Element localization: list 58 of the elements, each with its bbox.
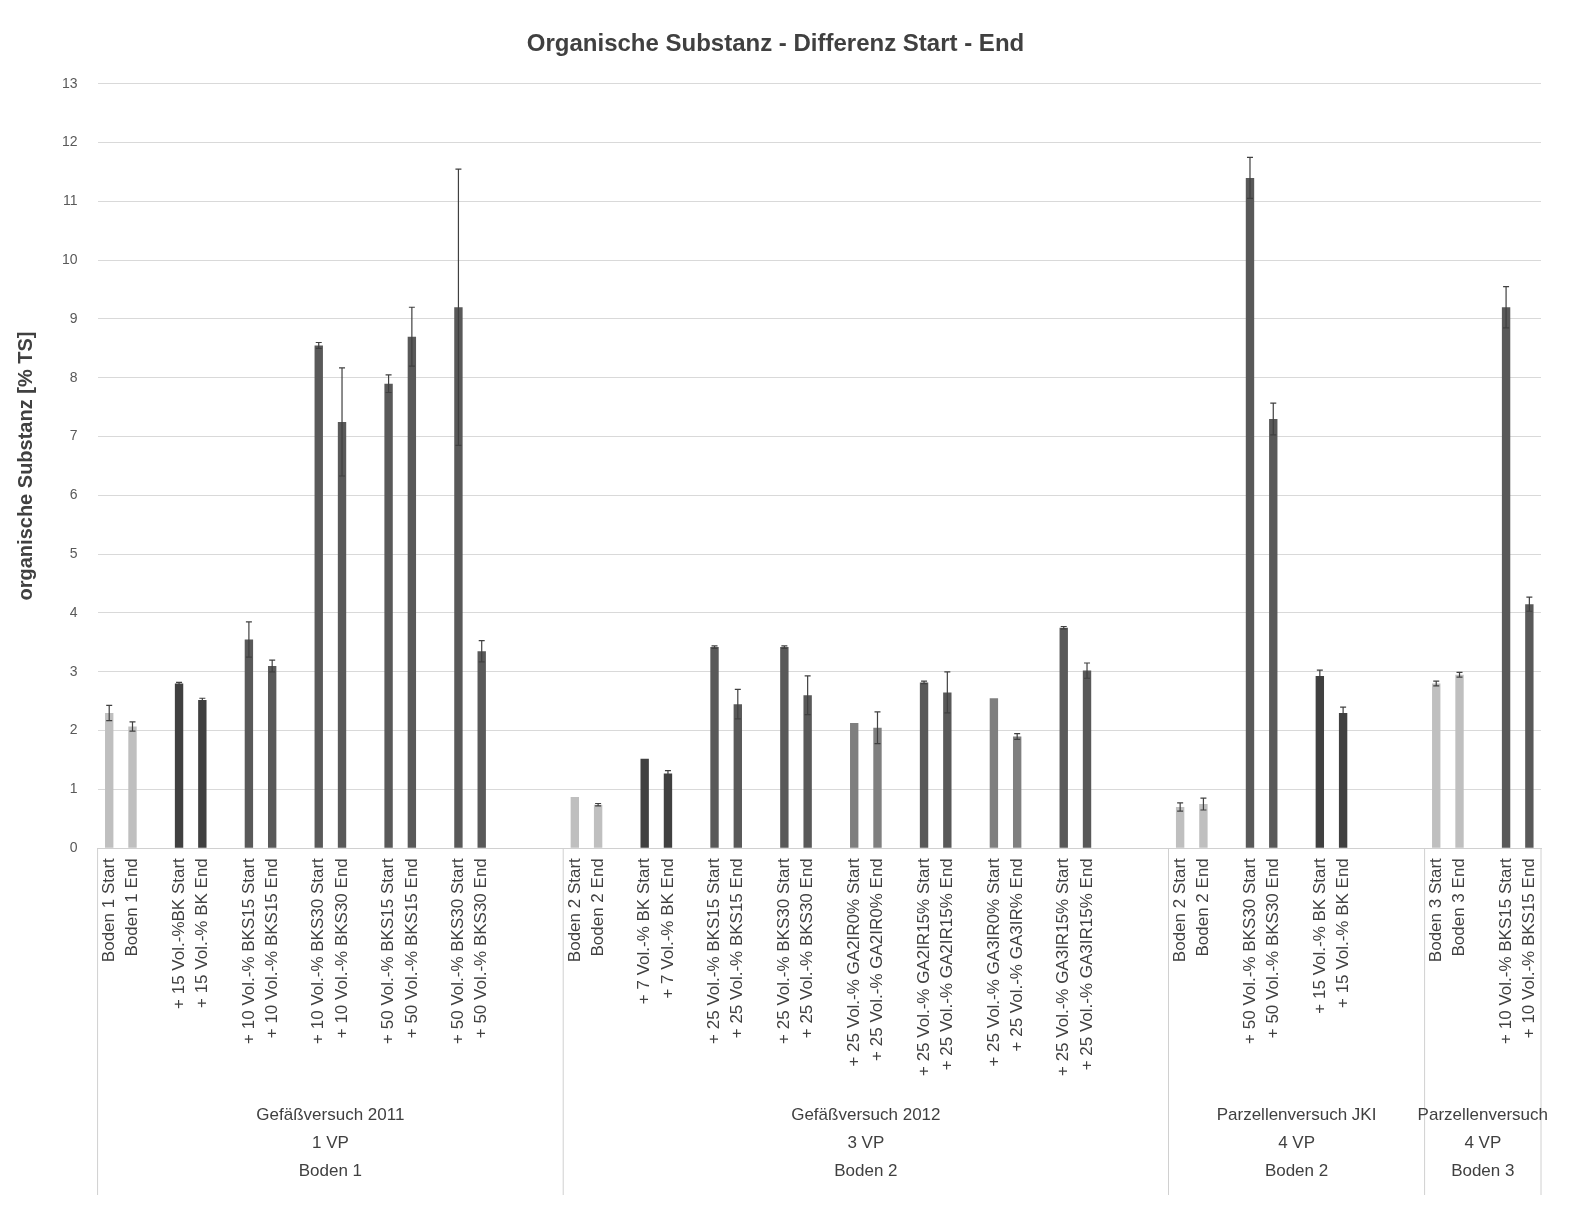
x-tick-label: + 15 Vol.-% BK End xyxy=(1332,858,1352,1008)
y-tick-label: 9 xyxy=(69,309,78,326)
y-tick-label: 2 xyxy=(69,721,78,738)
x-tick-label: + 25 Vol.-% GA2IR15% Start xyxy=(913,857,933,1077)
y-tick-label: 11 xyxy=(63,192,78,209)
x-tick-label: Boden 2 Start xyxy=(564,857,584,963)
x-tick-label: Boden 1 Start xyxy=(98,857,118,963)
x-tick-label: + 25 Vol.-% BKS30 Start xyxy=(774,857,794,1044)
y-tick-label: 6 xyxy=(69,486,78,503)
x-tick-label: + 10 Vol.-% BKS30 End xyxy=(331,858,351,1039)
x-tick-label: + 15 Vol.-%BK Start xyxy=(168,857,188,1009)
y-tick-label: 8 xyxy=(69,368,78,385)
x-tick-label: + 10 Vol.-% BKS15 End xyxy=(261,858,281,1039)
x-tick-label: + 25 Vol.-% GA2IR0% Start xyxy=(843,857,863,1067)
x-tick-label: + 50 Vol.-% BKS30 Start xyxy=(1239,857,1259,1044)
x-tick-label: + 25 Vol.-% BKS15 Start xyxy=(704,857,724,1044)
y-tick-label: 4 xyxy=(69,603,78,620)
x-tick-label: Boden 3 Start xyxy=(1425,857,1445,963)
chart-title: Organische Substanz - Differenz Start - End xyxy=(526,29,1025,57)
x-tick-label: Boden 1 End xyxy=(122,858,142,957)
y-tick-label: 1 xyxy=(69,780,78,797)
x-tick-label: + 10 Vol.-% BKS30 Start xyxy=(308,857,328,1044)
y-tick-label: 5 xyxy=(69,545,78,562)
x-tick-label: + 50 Vol.-% BKS15 Start xyxy=(378,857,398,1044)
x-tick-label: + 15 Vol.-% BK Start xyxy=(1309,857,1329,1014)
x-tick-label: + 25 Vol.-% GA3IR0% Start xyxy=(983,857,1003,1067)
x-tick-label: + 25 Vol.-% BKS30 End xyxy=(797,858,817,1039)
x-tick-label: + 10 Vol.-% BKS15 End xyxy=(1519,858,1539,1039)
y-tick-label: 13 xyxy=(61,74,78,91)
x-tick-label: + 50 Vol.-% BKS30 End xyxy=(471,858,491,1039)
x-tick-label: + 25 Vol.-% GA2IR0% End xyxy=(867,858,887,1061)
x-tick-label: + 7 Vol.-% BK End xyxy=(657,858,677,999)
x-tick-label: Boden 2 End xyxy=(1193,858,1213,957)
x-tick-label: + 10 Vol.-% BKS15 Start xyxy=(1495,857,1515,1044)
x-tick-label: Boden 2 End xyxy=(587,858,607,957)
text: Gefäßversuch 2012 3 VP Boden 2 xyxy=(791,1104,941,1180)
y-tick-label: 3 xyxy=(69,662,78,679)
x-tick-label: + 25 Vol.-% BKS15 End xyxy=(727,858,747,1039)
y-tick-label: 7 xyxy=(69,427,78,444)
y-tick-label: 10 xyxy=(61,251,78,268)
text: Gefäßversuch 2011 1 VP Boden 1 xyxy=(256,1104,405,1180)
x-tick-label: + 7 Vol.-% BK Start xyxy=(634,857,654,1005)
x-tick-label: Boden 2 Start xyxy=(1169,857,1189,963)
x-tick-label: + 50 Vol.-% BKS30 End xyxy=(1262,858,1282,1039)
x-tick-label: + 50 Vol.-% BKS30 Start xyxy=(448,857,468,1044)
text: Parzellenversuch JKI 4 VP Boden 2 xyxy=(1216,1104,1377,1180)
x-tick-label: + 25 Vol.-% GA3IR15% Start xyxy=(1053,857,1073,1077)
x-tick-label: + 25 Vol.-% GA3IR15% End xyxy=(1076,858,1096,1071)
y-tick-label: 12 xyxy=(61,133,78,150)
x-tick-label: + 50 Vol.-% BKS15 End xyxy=(401,858,421,1039)
x-tick-label: + 25 Vol.-% GA3IR% End xyxy=(1006,858,1026,1052)
x-tick-label: + 10 Vol.-% BKS15 Start xyxy=(238,857,258,1044)
x-tick-label: + 25 Vol.-% GA2IR15% End xyxy=(937,858,957,1071)
text: Parzellenversuch 4 VP Boden 3 xyxy=(1417,1104,1548,1180)
y-axis-title: organische Substanz [% TS] xyxy=(13,331,36,601)
x-tick-label: Boden 3 End xyxy=(1449,858,1469,957)
x-tick-label: + 15 Vol.-% BK End xyxy=(192,858,212,1008)
y-tick-label: 0 xyxy=(69,839,78,856)
